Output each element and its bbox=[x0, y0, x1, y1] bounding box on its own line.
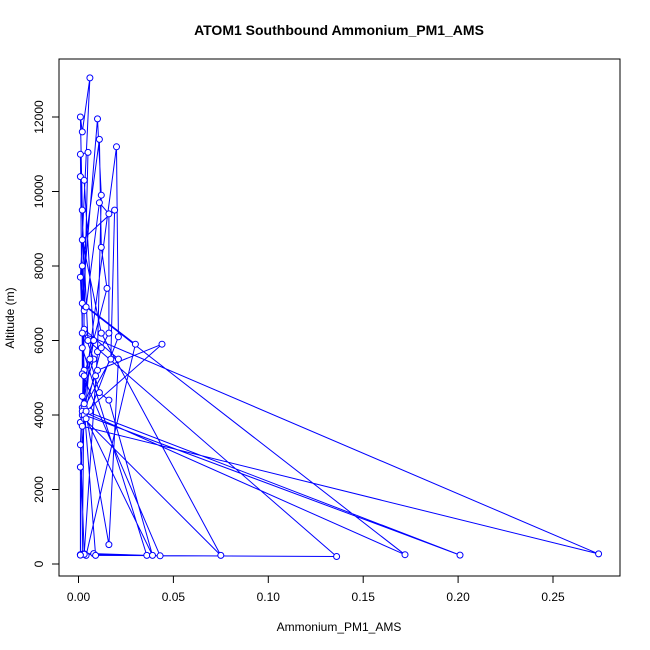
x-tick-label: 0.10 bbox=[257, 590, 281, 604]
data-point bbox=[97, 243, 105, 251]
data-point bbox=[103, 284, 111, 292]
y-tick-label: 2000 bbox=[32, 476, 46, 503]
data-point bbox=[113, 143, 120, 151]
plot-frame bbox=[58, 58, 621, 577]
data-point bbox=[156, 552, 164, 560]
data-point bbox=[78, 128, 86, 136]
data-point bbox=[114, 355, 122, 363]
data-point bbox=[82, 415, 90, 423]
data-point bbox=[76, 273, 84, 281]
x-tick-label: 0.20 bbox=[446, 590, 470, 604]
data-point bbox=[114, 333, 122, 341]
data-point bbox=[82, 303, 90, 311]
chart-title: ATOM1 Southbound Ammonium_PM1_AMS bbox=[194, 22, 484, 38]
series-line bbox=[79, 77, 599, 558]
series-polyline bbox=[79, 77, 599, 558]
data-point bbox=[78, 344, 86, 352]
data-point bbox=[78, 236, 86, 244]
data-point bbox=[80, 400, 88, 408]
data-point bbox=[149, 551, 156, 559]
data-point bbox=[131, 340, 139, 348]
data-point bbox=[90, 337, 98, 344]
y-tick-label: 6000 bbox=[32, 327, 46, 354]
data-point bbox=[595, 550, 603, 558]
data-point bbox=[158, 340, 166, 348]
data-point bbox=[92, 372, 100, 380]
x-tick-label: 0.00 bbox=[67, 590, 91, 604]
data-point bbox=[78, 329, 86, 337]
data-point bbox=[76, 463, 84, 471]
data-point bbox=[401, 551, 409, 559]
data-point bbox=[78, 262, 86, 270]
data-point bbox=[111, 206, 119, 214]
data-point bbox=[78, 206, 86, 214]
y-tick-label: 4000 bbox=[32, 401, 46, 428]
data-point bbox=[143, 551, 151, 559]
series-points bbox=[76, 74, 603, 560]
data-point bbox=[97, 329, 105, 337]
data-point bbox=[78, 422, 86, 430]
data-point bbox=[84, 148, 92, 156]
x-axis-label: Ammonium_PM1_AMS bbox=[277, 620, 402, 634]
x-axis: 0.00 0.05 0.10 0.15 0.20 0.25 bbox=[67, 575, 565, 604]
data-point bbox=[84, 337, 92, 344]
y-axis-label: Altitude (m) bbox=[3, 287, 17, 348]
data-point bbox=[95, 199, 103, 207]
data-point bbox=[97, 344, 105, 352]
data-point bbox=[86, 74, 94, 82]
data-point bbox=[82, 407, 90, 415]
data-point bbox=[105, 396, 113, 404]
data-point bbox=[86, 355, 94, 363]
data-point bbox=[80, 372, 88, 380]
y-axis: 0 2000 4000 6000 8000 10000 12000 bbox=[32, 100, 60, 567]
data-point bbox=[105, 541, 113, 549]
data-point bbox=[78, 392, 86, 400]
data-point bbox=[107, 355, 115, 363]
y-tick-label: 10000 bbox=[32, 174, 46, 208]
data-point bbox=[95, 135, 103, 143]
data-point bbox=[456, 551, 464, 559]
data-point bbox=[105, 329, 113, 337]
data-point bbox=[97, 191, 105, 199]
data-point bbox=[105, 210, 113, 218]
data-point bbox=[76, 441, 84, 449]
data-point bbox=[80, 176, 88, 184]
y-tick-label: 0 bbox=[32, 560, 46, 567]
data-point bbox=[94, 115, 101, 123]
data-point bbox=[95, 389, 103, 397]
x-tick-label: 0.15 bbox=[352, 590, 376, 604]
data-point bbox=[92, 551, 100, 559]
x-tick-label: 0.25 bbox=[541, 590, 565, 604]
data-point bbox=[217, 551, 225, 559]
y-tick-label: 12000 bbox=[32, 100, 46, 134]
data-point bbox=[94, 366, 101, 374]
data-point bbox=[76, 113, 84, 121]
data-point bbox=[76, 150, 84, 158]
x-tick-label: 0.05 bbox=[162, 590, 186, 604]
y-tick-label: 8000 bbox=[32, 252, 46, 279]
data-point bbox=[333, 553, 341, 560]
data-point bbox=[76, 551, 84, 559]
